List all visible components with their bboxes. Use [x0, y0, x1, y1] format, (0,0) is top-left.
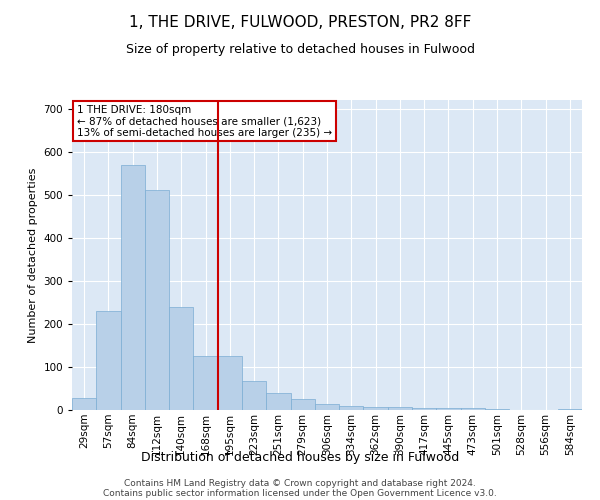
Bar — [315, 404, 339, 410]
Text: 1 THE DRIVE: 180sqm
← 87% of detached houses are smaller (1,623)
13% of semi-det: 1 THE DRIVE: 180sqm ← 87% of detached ho… — [77, 104, 332, 138]
Bar — [193, 356, 218, 410]
Bar — [169, 306, 193, 410]
Bar — [72, 398, 96, 410]
Bar — [461, 408, 485, 410]
Bar — [242, 380, 266, 410]
Text: 1, THE DRIVE, FULWOOD, PRESTON, PR2 8FF: 1, THE DRIVE, FULWOOD, PRESTON, PR2 8FF — [129, 15, 471, 30]
Bar — [121, 164, 145, 410]
Bar — [339, 406, 364, 410]
Text: Contains HM Land Registry data © Crown copyright and database right 2024.: Contains HM Land Registry data © Crown c… — [124, 478, 476, 488]
Bar — [96, 311, 121, 410]
Bar — [145, 190, 169, 410]
Y-axis label: Number of detached properties: Number of detached properties — [28, 168, 38, 342]
Text: Size of property relative to detached houses in Fulwood: Size of property relative to detached ho… — [125, 42, 475, 56]
Bar — [218, 356, 242, 410]
Bar — [436, 408, 461, 410]
Bar — [388, 406, 412, 410]
Text: Distribution of detached houses by size in Fulwood: Distribution of detached houses by size … — [141, 451, 459, 464]
Bar — [412, 408, 436, 410]
Bar — [290, 399, 315, 410]
Bar — [364, 406, 388, 410]
Text: Contains public sector information licensed under the Open Government Licence v3: Contains public sector information licen… — [103, 488, 497, 498]
Bar — [558, 409, 582, 410]
Bar — [485, 408, 509, 410]
Bar — [266, 393, 290, 410]
